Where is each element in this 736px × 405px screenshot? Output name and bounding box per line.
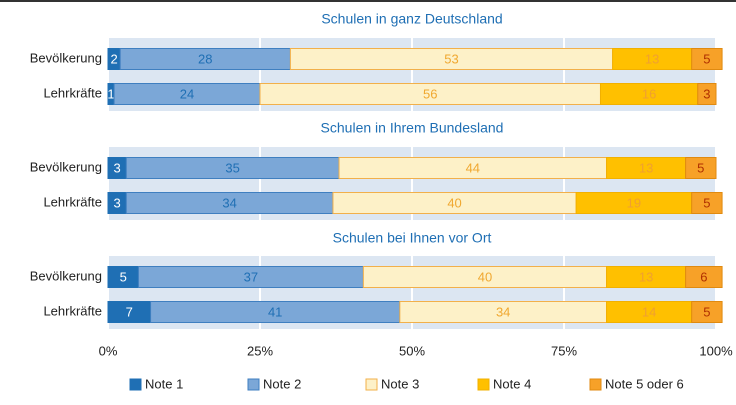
legend-label: Note 1 [145,376,183,391]
legend-label: Note 2 [263,376,301,391]
data-label: 2 [110,51,117,66]
bar-segment [697,83,717,105]
legend-label: Note 4 [493,376,531,391]
x-tick-label: 100% [699,343,733,358]
x-tick-label: 75% [551,343,577,358]
data-label: 5 [703,51,710,66]
bar-segment [685,157,717,179]
data-label: 13 [645,51,659,66]
data-label: 3 [114,160,121,175]
bar-segment [691,192,723,214]
group-title: Schulen bei Ihnen vor Ort [333,230,492,246]
data-label: 5 [703,195,710,210]
y-tick-label: Bevölkerung [30,159,102,174]
data-label: 6 [700,269,707,284]
data-label: 53 [444,51,458,66]
group-title: Schulen in Ihrem Bundesland [321,120,504,136]
data-label: 5 [697,160,704,175]
y-tick-label: Lehrkräfte [43,85,102,100]
data-label: 34 [496,304,510,319]
data-label: 5 [703,304,710,319]
data-label: 56 [423,86,437,101]
legend-swatch [129,378,142,391]
data-label: 14 [642,304,656,319]
data-label: 3 [703,86,710,101]
data-label: 13 [639,269,653,284]
y-tick-label: Lehrkräfte [43,194,102,209]
y-tick-label: Bevölkerung [30,50,102,65]
bar-segment [691,301,723,323]
data-label: 7 [126,304,133,319]
bar-segment [691,48,723,70]
legend-swatch [247,378,260,391]
top-rule [0,0,736,2]
group-title: Schulen in ganz Deutschland [321,11,502,27]
bar-segment [685,266,723,288]
legend-swatch [477,378,490,391]
data-label: 37 [244,269,258,284]
data-label: 24 [180,86,194,101]
x-tick-label: 25% [247,343,273,358]
data-label: 16 [642,86,656,101]
data-label: 19 [627,195,641,210]
x-tick-label: 50% [399,343,425,358]
legend-swatch [365,378,378,391]
data-label: 40 [447,195,461,210]
legend-label: Note 3 [381,376,419,391]
data-label: 35 [225,160,239,175]
data-label: 44 [466,160,480,175]
y-tick-label: Bevölkerung [30,268,102,283]
data-label: 41 [268,304,282,319]
data-label: 5 [120,269,127,284]
y-tick-label: Lehrkräfte [43,303,102,318]
data-label: 13 [639,160,653,175]
data-label: 40 [478,269,492,284]
legend-label: Note 5 oder 6 [605,376,684,391]
data-label: 1 [107,86,114,101]
data-label: 28 [198,51,212,66]
data-label: 3 [114,195,121,210]
data-label: 34 [222,195,236,210]
legend-swatch [589,378,602,391]
x-tick-label: 0% [99,343,118,358]
